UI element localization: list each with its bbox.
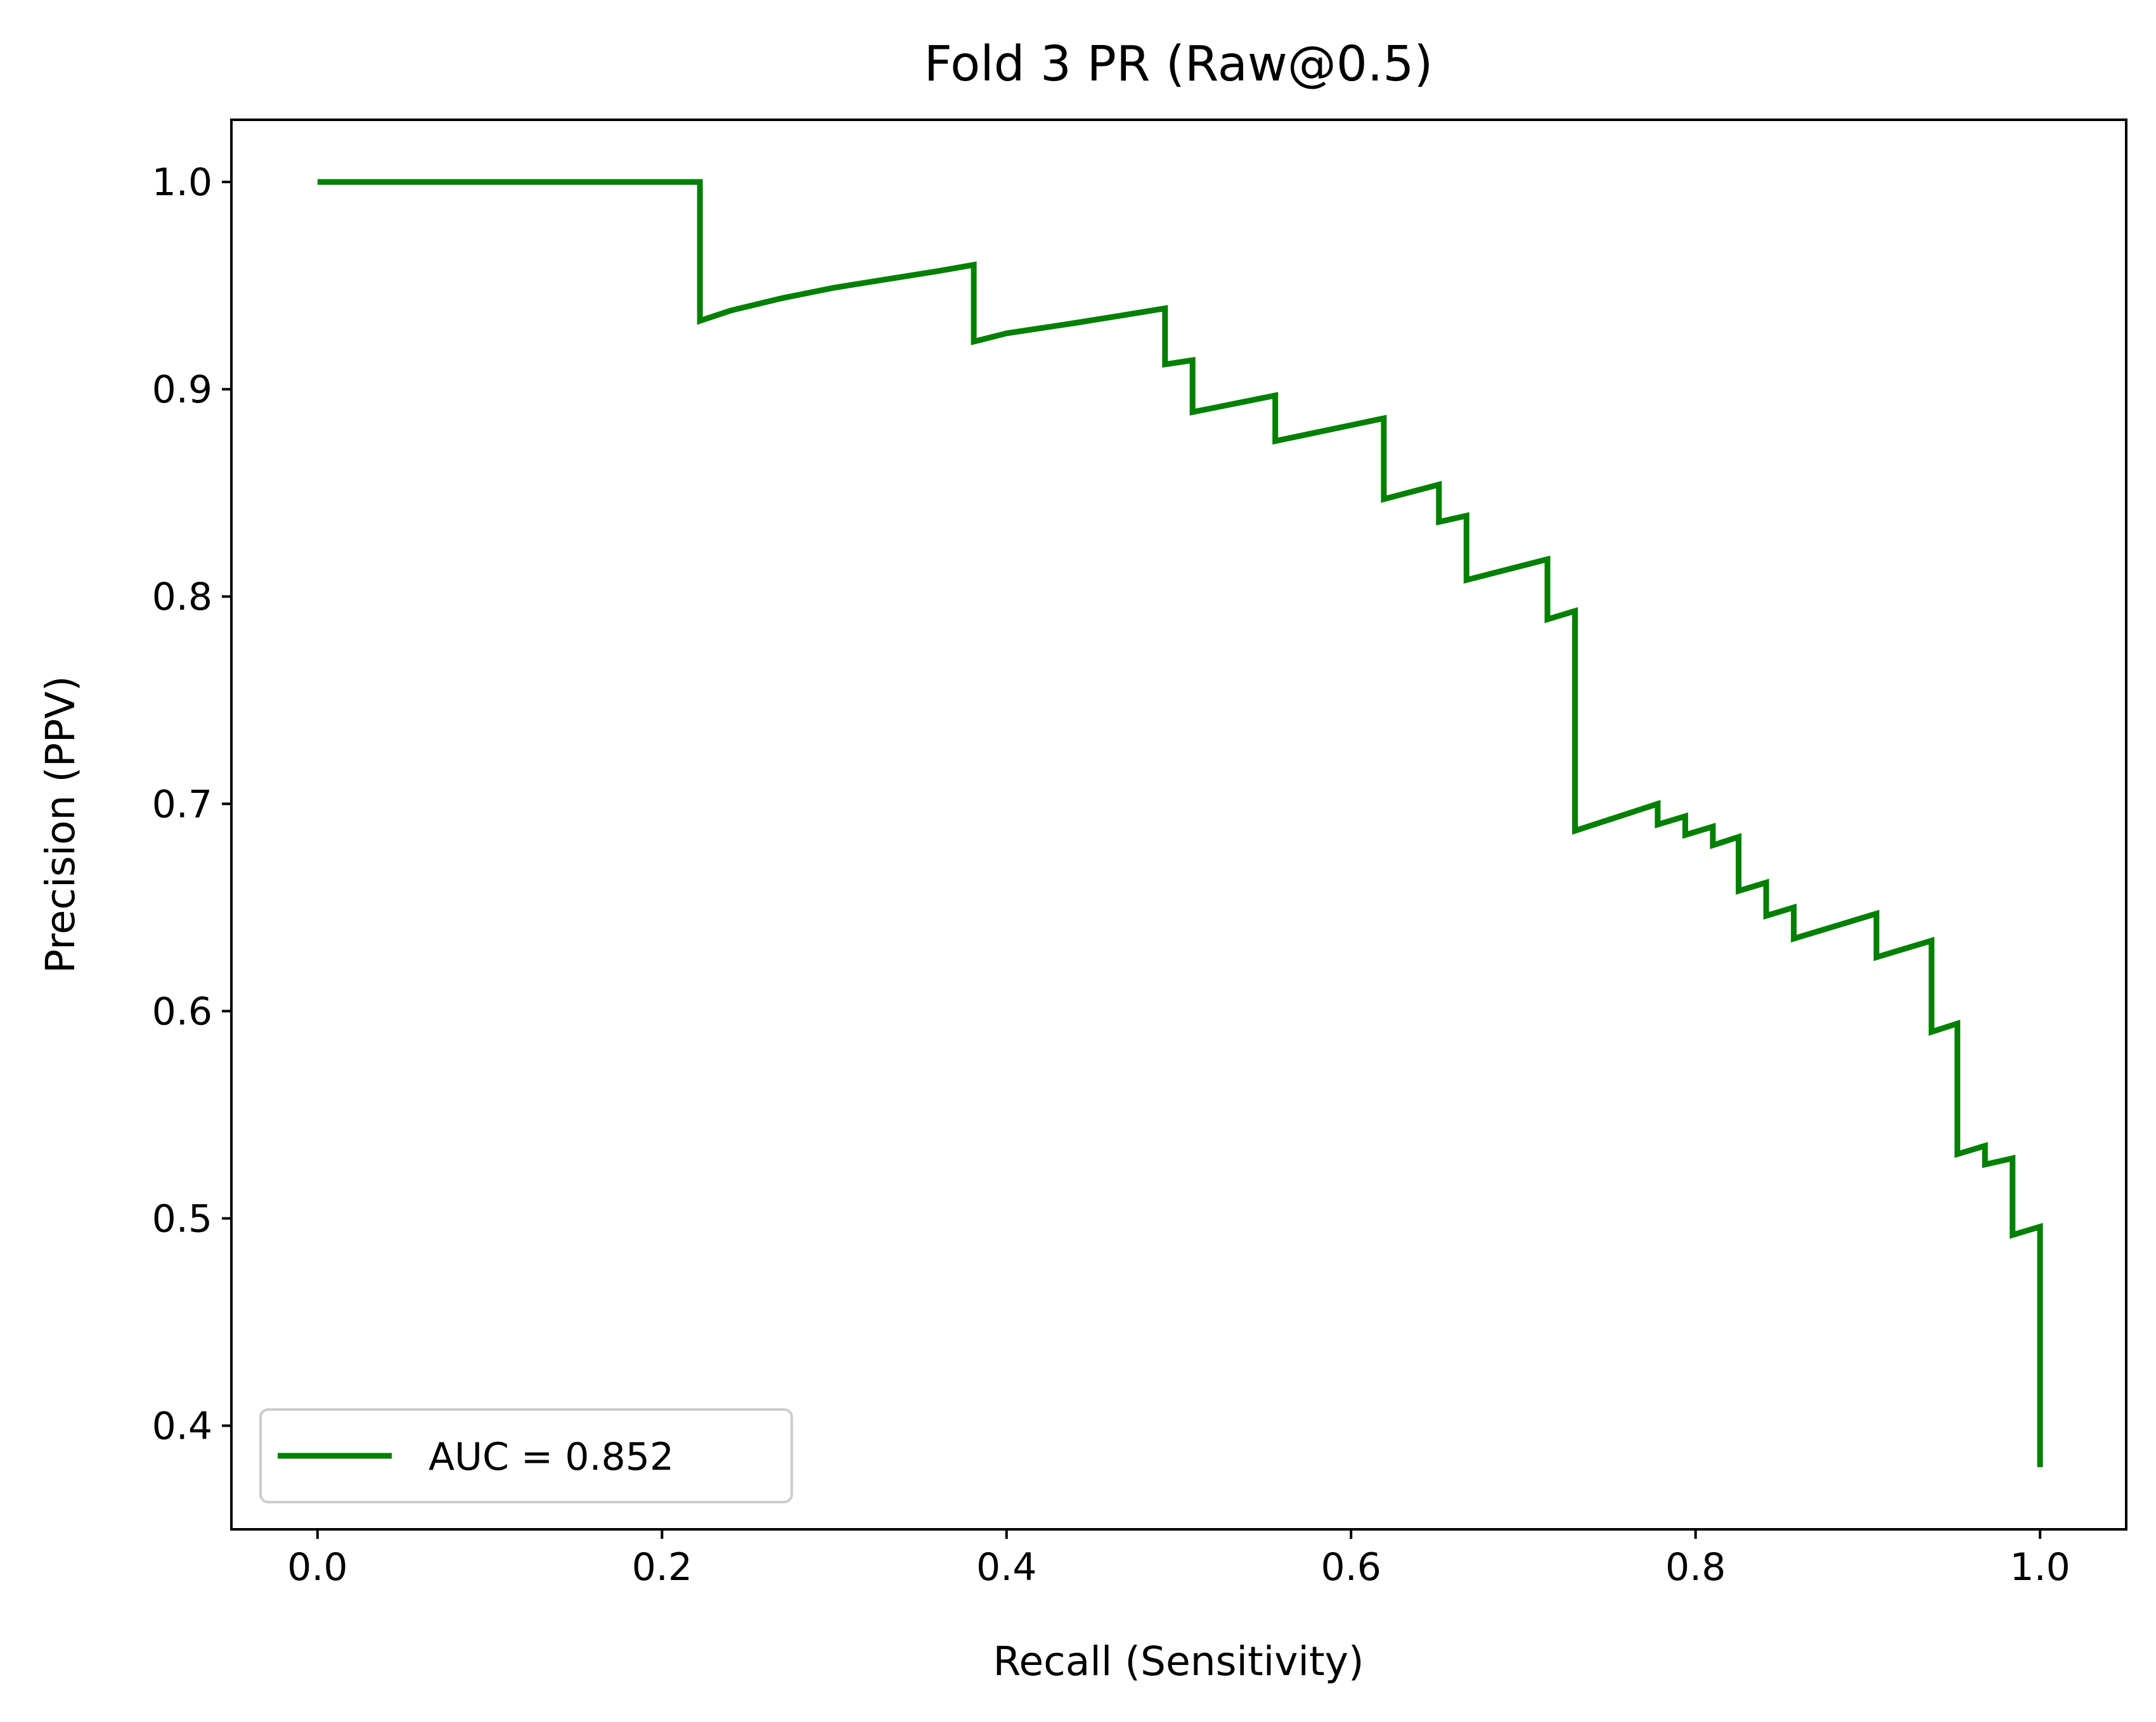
- plot-frame: [230, 119, 2127, 1531]
- x-tick-label: 0.0: [287, 1545, 347, 1590]
- x-ticks: 0.0 0.2 0.4 0.6 0.8 1.0: [287, 1529, 2070, 1590]
- y-ticks: 0.4 0.5 0.6 0.7 0.8 0.9 1.0: [152, 160, 231, 1448]
- y-tick-label: 0.6: [152, 989, 212, 1034]
- y-tick-label: 1.0: [152, 160, 212, 205]
- series-layer: [317, 179, 2043, 1467]
- legend: AUC = 0.852: [259, 1408, 793, 1503]
- chart-title: Fold 3 PR (Raw@0.5): [924, 36, 1433, 93]
- pr-curve-line: [317, 179, 2043, 1467]
- x-tick-label: 1.0: [2010, 1545, 2070, 1590]
- x-tick-label: 0.4: [976, 1545, 1036, 1590]
- y-tick-label: 0.4: [152, 1404, 212, 1448]
- legend-label: AUC = 0.852: [429, 1435, 674, 1479]
- y-tick-label: 0.5: [152, 1197, 212, 1241]
- y-tick-label: 0.7: [152, 782, 212, 826]
- y-tick-label: 0.9: [152, 368, 212, 412]
- x-axis-label: Recall (Sensitivity): [993, 1638, 1364, 1685]
- x-tick-label: 0.2: [632, 1545, 692, 1590]
- y-axis-label: Precision (PPV): [37, 676, 84, 973]
- x-tick-label: 0.6: [1321, 1545, 1381, 1590]
- legend-box: [259, 1408, 793, 1503]
- y-tick-label: 0.8: [152, 575, 212, 619]
- x-tick-label: 0.8: [1665, 1545, 1726, 1590]
